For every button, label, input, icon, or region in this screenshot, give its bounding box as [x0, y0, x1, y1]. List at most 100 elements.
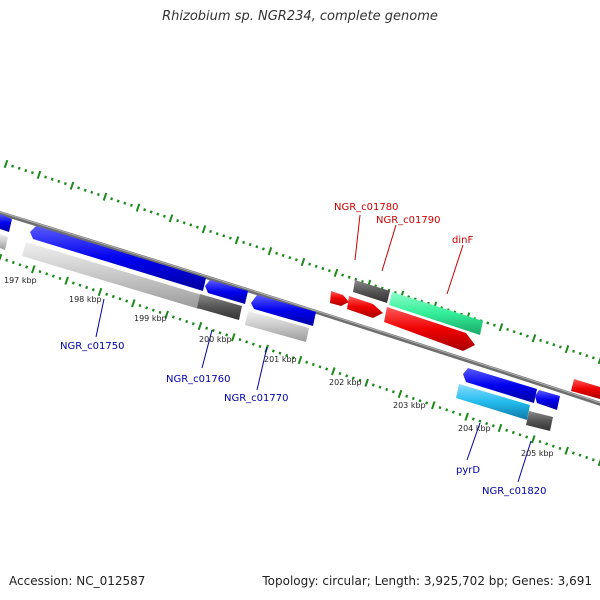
- gene-arrow-NGR_c01820[interactable]: [535, 390, 560, 410]
- major-tick: [464, 412, 469, 421]
- minor-tick: [478, 419, 482, 423]
- major-tick: [201, 225, 207, 234]
- minor-tick: [218, 331, 222, 335]
- minor-tick: [525, 435, 529, 439]
- minor-tick: [525, 334, 529, 338]
- leader-line: [381, 224, 397, 272]
- minor-tick: [45, 272, 49, 276]
- major-tick: [597, 356, 600, 365]
- gene-arrow[interactable]: [0, 214, 12, 232]
- sequence-backbone: [0, 210, 600, 406]
- scale-labels: 197 kbp 198 kbp 199 kbp 200 kbp 201 kbp …: [4, 276, 554, 458]
- sequence-backbone-highlight: [0, 211, 600, 404]
- gene-arrow[interactable]: [456, 384, 530, 420]
- minor-tick: [285, 353, 289, 358]
- minor-tick: [51, 274, 55, 278]
- minor-tick: [85, 285, 89, 290]
- minor-tick: [418, 399, 422, 403]
- minor-tick: [242, 240, 246, 244]
- gene-label-NGR_c01790[interactable]: NGR_c01790: [376, 215, 441, 226]
- gene-arrow-NGR_c01760[interactable]: [205, 280, 248, 304]
- gene-arrow-dinF[interactable]: [389, 292, 483, 335]
- minor-tick: [11, 260, 15, 265]
- gene-arrow[interactable]: [384, 307, 475, 351]
- minor-tick: [125, 299, 129, 303]
- scale-label-204: 204 kbp: [458, 424, 491, 433]
- major-tick: [497, 423, 503, 433]
- major-tick: [36, 170, 42, 180]
- gene-label-NGR_c01820[interactable]: NGR_c01820: [482, 486, 547, 497]
- minor-tick: [182, 221, 186, 225]
- gene-arrow-NGR_c01750[interactable]: [30, 226, 206, 291]
- minor-tick: [275, 251, 279, 255]
- major-tick: [168, 214, 174, 223]
- gene-label-NGR_c01770[interactable]: NGR_c01770: [224, 393, 289, 404]
- minor-tick: [278, 351, 282, 355]
- major-tick: [97, 287, 103, 297]
- minor-tick: [5, 258, 9, 262]
- gene-arrow[interactable]: [197, 294, 242, 320]
- minor-tick: [25, 265, 29, 269]
- minor-tick: [512, 330, 516, 334]
- major-tick: [3, 159, 9, 169]
- gene-arrow[interactable]: [347, 296, 383, 318]
- minor-tick: [171, 315, 175, 319]
- leader-line: [446, 244, 464, 295]
- minor-tick: [438, 406, 442, 410]
- scale-label-197: 197 kbp: [4, 276, 37, 285]
- gene-label-NGR_c01750[interactable]: NGR_c01750: [60, 341, 125, 352]
- gene-arrow[interactable]: [353, 280, 390, 303]
- gene-arrow[interactable]: [245, 311, 309, 342]
- minor-tick: [518, 433, 522, 437]
- gene-arrow-NGR_c01770[interactable]: [251, 295, 316, 326]
- minor-tick: [110, 197, 114, 201]
- minor-tick: [205, 326, 209, 330]
- gene-labels: NGR_c01780 NGR_c01790 dinF NGR_c01750 NG…: [60, 202, 547, 497]
- minor-tick: [209, 229, 213, 234]
- gene-arrow[interactable]: [571, 379, 600, 399]
- minor-tick: [118, 297, 122, 301]
- minor-tick: [385, 387, 389, 392]
- major-tick: [69, 181, 75, 190]
- minor-tick: [585, 354, 589, 358]
- major-tick: [564, 446, 569, 455]
- minor-tick: [185, 319, 189, 324]
- major-tick: [297, 355, 303, 365]
- minor-tick: [17, 166, 21, 170]
- minor-tick: [519, 332, 523, 336]
- gene-arrow[interactable]: [0, 234, 8, 250]
- minor-tick: [486, 321, 490, 325]
- gene-label-NGR_c01780[interactable]: NGR_c01780: [334, 202, 399, 213]
- minor-tick: [189, 223, 193, 227]
- minor-tick: [539, 338, 543, 342]
- accession-text: Accession: NC_012587: [9, 574, 146, 588]
- minor-tick: [138, 304, 142, 308]
- minor-tick: [572, 349, 576, 353]
- gene-arrow[interactable]: [330, 291, 349, 306]
- minor-tick: [545, 340, 549, 345]
- gene-arrow-pyrD[interactable]: [463, 368, 537, 403]
- minor-tick: [91, 288, 95, 292]
- map-title: Rhizobium sp. NGR234, complete genome: [162, 9, 438, 24]
- gene-label-pyrD[interactable]: pyrD: [456, 465, 480, 476]
- major-tick: [531, 435, 536, 444]
- minor-tick: [558, 446, 562, 450]
- minor-tick: [50, 177, 54, 181]
- minor-tick: [288, 256, 292, 260]
- minor-tick: [195, 225, 199, 229]
- minor-tick: [571, 451, 575, 455]
- minor-tick: [156, 212, 160, 216]
- gene-arrow[interactable]: [22, 242, 202, 309]
- major-tick: [31, 265, 36, 274]
- gene-arrow[interactable]: [526, 411, 553, 431]
- scale-label-202: 202 kbp: [329, 378, 362, 387]
- minor-tick: [191, 322, 195, 326]
- minor-tick: [228, 236, 232, 240]
- gene-label-NGR_c01760[interactable]: NGR_c01760: [166, 374, 231, 385]
- minor-tick: [105, 292, 109, 296]
- gene-label-dinF[interactable]: dinF: [452, 235, 473, 246]
- scale-label-203: 203 kbp: [393, 401, 426, 410]
- minor-tick: [225, 333, 229, 337]
- inner-tick-track: [0, 253, 600, 467]
